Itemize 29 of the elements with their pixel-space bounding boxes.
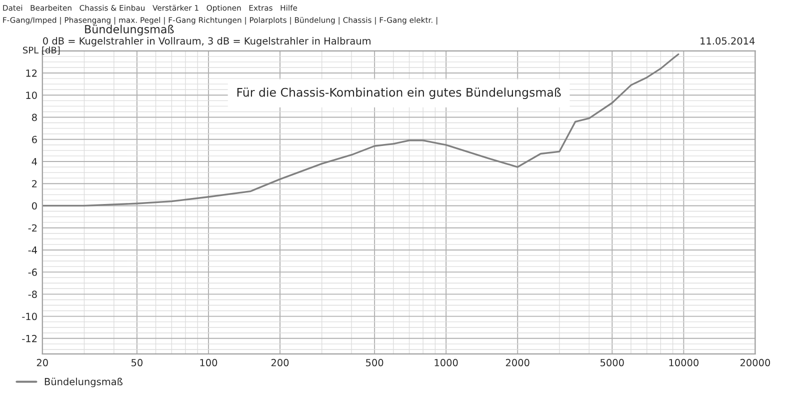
text: 11.05.2014: [700, 37, 755, 45]
chart-title: Bündelungsmaß: [85, 24, 174, 36]
y-tick-label: -4: [28, 246, 37, 254]
y-tick-label: 8: [32, 114, 37, 122]
chart-subtitle: 0 dB = Kugelstrahler in Vollraum, 3 dB = Kugelstrahler in Halbraum: [43, 37, 370, 46]
y-tick-label: 0: [32, 202, 37, 210]
x-tick-label: 2000: [506, 358, 530, 366]
x-tick-label: 5000: [600, 358, 624, 366]
y-tick-label: -12: [22, 334, 37, 342]
x-tick-label: 200: [271, 358, 289, 366]
legend-label: Bündelungsmaß: [44, 378, 122, 388]
annotation: Für die Chassis-Kombination ein gutes Bündelungsmaß: [237, 88, 561, 100]
x-tick-label: 50: [132, 358, 142, 366]
y-tick-label: -8: [28, 290, 37, 298]
x-tick-label: 100: [200, 358, 218, 366]
y-tick-label: 2: [32, 180, 37, 188]
y-tick-label: 4: [32, 158, 37, 166]
x-tick-label: 10000: [669, 358, 698, 366]
y-tick-label: 6: [32, 136, 37, 144]
y-tick-label: -10: [22, 312, 37, 320]
y-axis-title: SPL [dB]: [22, 46, 60, 55]
x-tick-label: 20000: [740, 358, 770, 366]
x-tick-label: 1000: [434, 358, 458, 366]
y-tick-label: 12: [26, 70, 37, 77]
y-tick-label: -6: [28, 268, 37, 276]
x-tick-label: 500: [366, 358, 384, 366]
x-tick-label: 20: [36, 358, 48, 366]
y-tick-label: -2: [28, 224, 37, 232]
y-tick-label: 10: [26, 92, 37, 99]
